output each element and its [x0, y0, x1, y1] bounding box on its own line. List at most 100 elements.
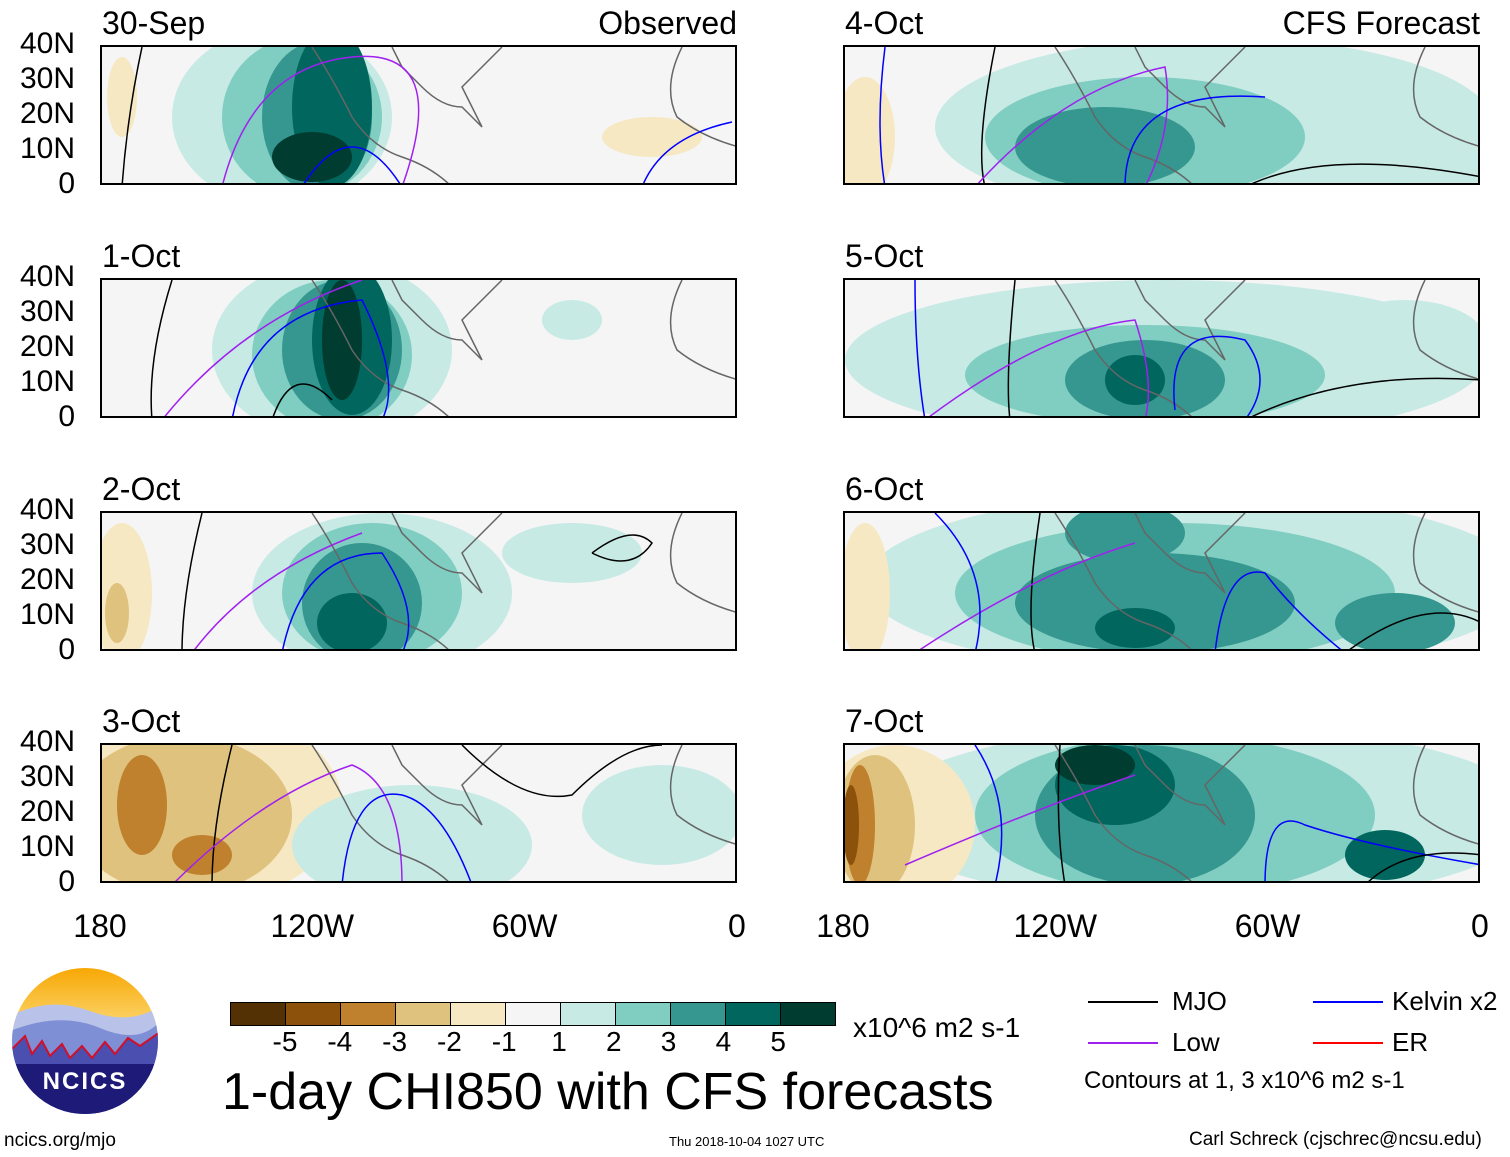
lat-tick-label: 20N [19, 795, 75, 828]
shading-region [272, 132, 352, 182]
colorbar-label: 2 [606, 1026, 622, 1057]
contour-line [1057, 745, 1066, 881]
map-panel [100, 511, 737, 651]
coastline [1054, 280, 1192, 416]
lat-tick-label: 40N [19, 260, 75, 293]
colorbar-swatch [671, 1003, 726, 1025]
coastline [1412, 745, 1478, 845]
panel-tag: CFS Forecast [1282, 5, 1480, 41]
shading-region [845, 785, 859, 865]
colorbar-label: -3 [382, 1026, 408, 1057]
legend-line-kelvin [1313, 1001, 1383, 1003]
contour-line [232, 299, 390, 416]
coastline [1412, 47, 1478, 147]
shading-region [582, 765, 735, 865]
contour-line [591, 534, 653, 562]
lat-tick-label: 0 [58, 167, 75, 200]
contour-line [904, 774, 1136, 866]
contour-line [919, 542, 1136, 649]
contour-line [1251, 163, 1478, 183]
colorbar-label: -2 [436, 1026, 462, 1057]
colorbar-swatch [561, 1003, 616, 1025]
lat-tick-label: 10N [19, 598, 75, 631]
panel-date: 30-Sep [102, 5, 206, 41]
coastline [669, 47, 735, 147]
contour-line [1368, 852, 1478, 881]
lat-tick-label: 20N [19, 563, 75, 596]
panel-date: 5-Oct [845, 238, 924, 274]
contour-line [121, 47, 143, 183]
lon-tick-label: 180 [816, 908, 870, 944]
legend-label-er: ER [1392, 1027, 1429, 1057]
coastline [1134, 745, 1246, 826]
lat-tick-label: 10N [19, 132, 75, 165]
shading-region [602, 117, 702, 157]
colorbar-units: x10^6 m2 s-1 [853, 1012, 1021, 1043]
contour-line [211, 745, 233, 881]
contour-line [150, 280, 173, 416]
coastline [1054, 47, 1192, 183]
site-link[interactable]: ncics.org/mjo [4, 1130, 116, 1151]
panel-date: 6-Oct [845, 471, 924, 507]
panel-date: 1-Oct [102, 238, 181, 274]
colorbar-label: 4 [715, 1026, 732, 1057]
colorbar-label: 1 [551, 1026, 567, 1057]
coastline [1412, 513, 1478, 613]
lat-tick-label: 0 [58, 633, 75, 666]
coastline [1054, 513, 1192, 649]
contour-line [461, 745, 663, 798]
contour-line [1214, 571, 1342, 649]
colorbar-swatch [781, 1003, 835, 1025]
coastline [1412, 280, 1478, 380]
contour-line [879, 47, 886, 183]
coastline [311, 280, 449, 416]
colorbar-label: 5 [770, 1026, 786, 1057]
coastline [391, 745, 503, 826]
contour-line [1173, 335, 1261, 416]
legend-label-mjo: MJO [1172, 986, 1227, 1016]
colorbar-label: -5 [272, 1026, 298, 1057]
shading-region [117, 755, 167, 855]
contour-line [1124, 95, 1266, 183]
legend-line-mjo [1088, 1001, 1158, 1003]
contour-line [1251, 377, 1478, 416]
shading-region [1055, 745, 1135, 785]
legend-line-er [1313, 1042, 1383, 1044]
colorbar-swatch [341, 1003, 396, 1025]
coastline [1054, 745, 1192, 881]
shading-region [1015, 553, 1295, 649]
lat-tick-label: 10N [19, 365, 75, 398]
lon-tick-label: 120W [270, 908, 355, 944]
lat-tick-label: 40N [19, 493, 75, 526]
shading-region [1335, 593, 1455, 649]
coastline [669, 513, 735, 613]
contour-line [929, 319, 1150, 416]
shading-region [845, 77, 895, 183]
lat-tick-label: 40N [19, 27, 75, 60]
lon-tick-label: 0 [1470, 908, 1489, 944]
colorbar-swatch [231, 1003, 286, 1025]
lat-tick-label: 0 [58, 400, 75, 433]
coastline [391, 47, 503, 128]
shading-region [105, 583, 129, 643]
colorbar-label: -4 [327, 1026, 353, 1057]
colorbar-label: -1 [491, 1026, 517, 1057]
shading-region [1065, 513, 1185, 563]
contour-line [222, 55, 420, 183]
coastline [391, 513, 503, 594]
shading-region [317, 593, 387, 649]
colorbar-label: 3 [660, 1026, 677, 1057]
lat-tick-label: 0 [58, 865, 75, 898]
colorbar-swatch [616, 1003, 671, 1025]
contour-line [282, 552, 410, 649]
shading-region [502, 523, 642, 583]
coastline [391, 280, 503, 361]
map-panel [100, 45, 737, 185]
shading-region [1095, 608, 1175, 648]
coastline [1134, 280, 1246, 361]
coastline [1134, 47, 1246, 128]
lon-tick-label: 60W [491, 908, 558, 944]
map-panel [100, 278, 737, 418]
coastline [669, 745, 735, 845]
